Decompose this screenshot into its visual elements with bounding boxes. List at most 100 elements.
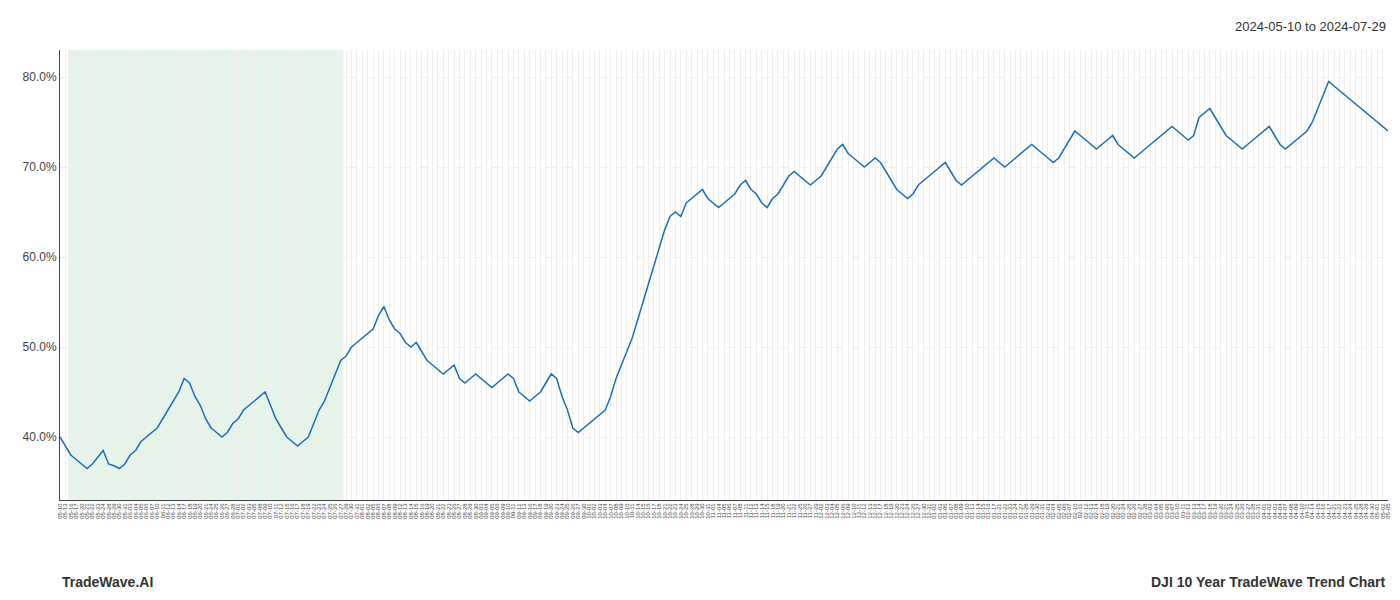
svg-text:06-24: 06-24 xyxy=(208,503,214,519)
svg-text:06-12: 06-12 xyxy=(165,503,171,519)
svg-text:10-03: 10-03 xyxy=(597,503,603,519)
svg-text:06-04: 06-04 xyxy=(133,503,139,519)
svg-text:04-07: 04-07 xyxy=(1282,503,1288,519)
svg-text:08-05: 08-05 xyxy=(370,503,376,519)
svg-text:04-21: 04-21 xyxy=(1331,503,1337,519)
svg-text:09-11: 09-11 xyxy=(510,503,516,519)
svg-text:01-30: 01-30 xyxy=(1034,503,1040,519)
svg-text:06-10: 06-10 xyxy=(154,503,160,519)
svg-text:60.0%: 60.0% xyxy=(23,250,57,264)
svg-text:04-22: 04-22 xyxy=(1336,503,1342,519)
svg-text:03-18: 03-18 xyxy=(1207,503,1213,519)
svg-text:01-28: 01-28 xyxy=(1023,503,1029,519)
svg-text:04-29: 04-29 xyxy=(1363,503,1369,519)
svg-text:11-25: 11-25 xyxy=(797,503,803,519)
svg-text:09-25: 09-25 xyxy=(564,503,570,519)
svg-text:03-13: 03-13 xyxy=(1191,503,1197,519)
svg-text:09-26: 09-26 xyxy=(570,503,576,519)
svg-text:07-10: 07-10 xyxy=(267,503,273,519)
svg-text:11-14: 11-14 xyxy=(759,503,765,519)
svg-text:10-23: 10-23 xyxy=(672,503,678,519)
svg-text:06-19: 06-19 xyxy=(192,503,198,519)
svg-text:09-27: 09-27 xyxy=(575,503,581,519)
svg-text:03-12: 03-12 xyxy=(1185,503,1191,519)
svg-text:09-13: 09-13 xyxy=(521,503,527,519)
svg-text:02-18: 02-18 xyxy=(1099,503,1105,519)
svg-text:11-27: 11-27 xyxy=(807,503,813,519)
svg-text:04-24: 04-24 xyxy=(1347,503,1353,519)
svg-text:08-14: 08-14 xyxy=(408,503,414,519)
svg-text:12-09: 12-09 xyxy=(845,503,851,519)
svg-text:70.0%: 70.0% xyxy=(23,160,57,174)
svg-text:11-22: 11-22 xyxy=(791,503,797,519)
svg-text:04-28: 04-28 xyxy=(1358,503,1364,519)
svg-text:10-22: 10-22 xyxy=(667,503,673,519)
svg-text:10-09: 10-09 xyxy=(618,503,624,519)
svg-text:DJI 10 Year TradeWave Trend Ch: DJI 10 Year TradeWave Trend Chart xyxy=(1151,574,1386,590)
svg-text:10-28: 10-28 xyxy=(689,503,695,519)
svg-text:09-06: 09-06 xyxy=(494,503,500,519)
svg-text:03-11: 03-11 xyxy=(1180,503,1186,519)
svg-text:04-14: 04-14 xyxy=(1309,503,1315,519)
svg-text:03-19: 03-19 xyxy=(1212,503,1218,519)
svg-text:01-31: 01-31 xyxy=(1039,503,1045,519)
svg-text:04-25: 04-25 xyxy=(1353,503,1359,519)
svg-text:12-06: 12-06 xyxy=(840,503,846,519)
svg-text:01-08: 01-08 xyxy=(953,503,959,519)
svg-text:11-11: 11-11 xyxy=(743,503,749,518)
svg-text:01-07: 01-07 xyxy=(948,503,954,519)
svg-text:09-04: 09-04 xyxy=(483,503,489,519)
svg-text:06-18: 06-18 xyxy=(187,503,193,519)
svg-text:06-17: 06-17 xyxy=(181,503,187,519)
svg-text:07-30: 07-30 xyxy=(348,503,354,519)
svg-text:03-04: 03-04 xyxy=(1153,503,1159,519)
svg-text:02-07: 02-07 xyxy=(1066,503,1072,519)
svg-text:09-09: 09-09 xyxy=(500,503,506,519)
svg-text:09-17: 09-17 xyxy=(532,503,538,519)
svg-text:10-18: 10-18 xyxy=(656,503,662,519)
svg-text:07-11: 07-11 xyxy=(273,503,279,519)
svg-text:02-19: 02-19 xyxy=(1104,503,1110,519)
svg-text:08-29: 08-29 xyxy=(467,503,473,519)
svg-text:08-28: 08-28 xyxy=(462,503,468,519)
svg-text:10-24: 10-24 xyxy=(678,503,684,519)
svg-text:12-03: 12-03 xyxy=(824,503,830,519)
svg-text:10-15: 10-15 xyxy=(640,503,646,519)
svg-text:03-17: 03-17 xyxy=(1201,503,1207,519)
svg-text:04-17: 04-17 xyxy=(1326,503,1332,519)
svg-text:11-08: 11-08 xyxy=(737,503,743,519)
svg-text:06-20: 06-20 xyxy=(197,503,203,519)
svg-text:08-12: 08-12 xyxy=(397,503,403,519)
svg-text:12-04: 12-04 xyxy=(829,503,835,519)
svg-text:09-30: 09-30 xyxy=(581,503,587,519)
svg-text:08-30: 08-30 xyxy=(473,503,479,519)
svg-text:TradeWave.AI: TradeWave.AI xyxy=(62,574,153,590)
svg-text:10-10: 10-10 xyxy=(624,503,630,519)
svg-text:09-23: 09-23 xyxy=(554,503,560,519)
svg-text:04-23: 04-23 xyxy=(1342,503,1348,519)
svg-text:09-03: 09-03 xyxy=(478,503,484,519)
svg-text:12-27: 12-27 xyxy=(915,503,921,519)
svg-text:11-26: 11-26 xyxy=(802,503,808,519)
svg-text:02-10: 02-10 xyxy=(1072,503,1078,519)
svg-text:11-18: 11-18 xyxy=(770,503,776,519)
svg-text:07-22: 07-22 xyxy=(311,503,317,519)
svg-text:01-15: 01-15 xyxy=(980,503,986,519)
svg-text:10-29: 10-29 xyxy=(694,503,700,519)
svg-text:07-09: 07-09 xyxy=(262,503,268,519)
svg-text:10-25: 10-25 xyxy=(683,503,689,519)
svg-text:12-24: 12-24 xyxy=(904,503,910,519)
svg-text:05-29: 05-29 xyxy=(111,503,117,519)
svg-text:05-20: 05-20 xyxy=(79,503,85,519)
svg-text:02-06: 02-06 xyxy=(1061,503,1067,519)
svg-text:01-16: 01-16 xyxy=(985,503,991,519)
svg-text:05-10: 05-10 xyxy=(57,503,63,519)
svg-text:03-20: 03-20 xyxy=(1218,503,1224,519)
svg-text:03-05: 03-05 xyxy=(1158,503,1164,519)
svg-text:12-30: 12-30 xyxy=(921,503,927,519)
svg-text:04-16: 04-16 xyxy=(1320,503,1326,519)
svg-text:03-31: 03-31 xyxy=(1255,503,1261,519)
svg-text:08-22: 08-22 xyxy=(440,503,446,519)
svg-text:04-15: 04-15 xyxy=(1315,503,1321,519)
svg-text:03-27: 03-27 xyxy=(1245,503,1251,519)
